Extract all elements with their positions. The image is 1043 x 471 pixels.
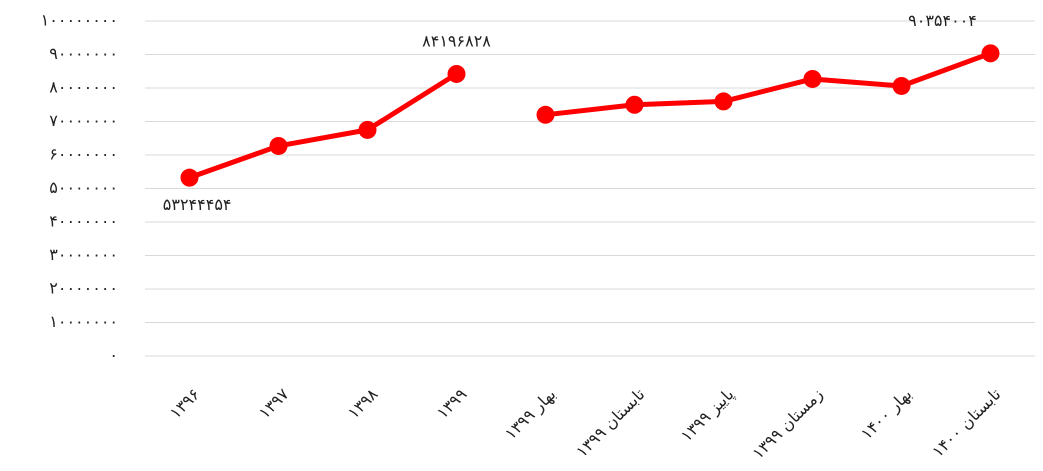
x-tick-label: بهار ۱۴۰۰: [857, 385, 916, 444]
marker: [536, 105, 555, 124]
marker: [892, 76, 911, 95]
x-tick-label: ۱۳۹۶: [166, 385, 204, 423]
y-tick-label: ۴۰۰۰۰۰۰۰: [49, 212, 118, 231]
y-tick-label: ۱۰۰۰۰۰۰۰: [49, 312, 118, 331]
marker: [358, 120, 377, 139]
marker: [180, 168, 199, 187]
data-label: ۹۰۳۵۴۰۰۴: [908, 11, 977, 30]
marker: [981, 44, 1000, 63]
y-tick-label: ۲۰۰۰۰۰۰۰: [49, 279, 118, 298]
marker: [447, 64, 466, 83]
x-tick-label: بهار ۱۳۹۹: [501, 385, 560, 444]
data-label: ۵۳۲۴۴۴۵۴: [163, 195, 232, 214]
data-label: ۸۴۱۹۶۸۲۸: [422, 31, 491, 50]
x-tick-label: تابستان ۱۳۹۹: [572, 385, 648, 461]
x-tick-label: زمستان ۱۳۹۹: [748, 385, 827, 464]
marker: [269, 136, 288, 155]
y-tick-label: ۳۰۰۰۰۰۰۰: [49, 245, 118, 264]
y-tick-label: ۹۰۰۰۰۰۰۰: [49, 44, 118, 63]
y-tick-label: ۷۰۰۰۰۰۰۰: [49, 111, 118, 130]
y-tick-label: ۵۰۰۰۰۰۰۰: [49, 178, 118, 197]
line: [545, 50, 992, 118]
x-tick-label: پاییز ۱۳۹۹: [677, 385, 738, 446]
x-tick-label: ۱۳۹۹: [433, 385, 471, 423]
line: [188, 71, 458, 180]
x-tick-label: ۱۳۹۷: [255, 384, 293, 422]
y-tick-label: ۱۰۰۰۰۰۰۰۰: [41, 11, 118, 30]
marker: [625, 95, 644, 114]
x-tick-label: ۱۳۹۸: [344, 384, 382, 422]
y-tick-label: ۸۰۰۰۰۰۰۰: [49, 78, 118, 97]
y-tick-label: ۶۰۰۰۰۰۰۰: [49, 145, 118, 164]
y-tick-label: ۰: [109, 346, 118, 365]
marker: [714, 92, 733, 111]
marker: [803, 69, 822, 88]
x-tick-label: تابستان ۱۴۰۰: [928, 385, 1004, 461]
